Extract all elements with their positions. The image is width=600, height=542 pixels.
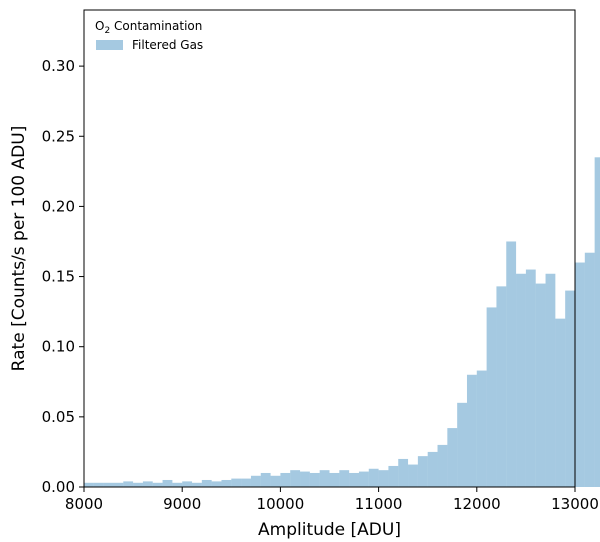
- y-tick-label: 0.30: [42, 57, 75, 75]
- legend-title-prefix: O: [95, 19, 104, 33]
- histogram-bar: [241, 478, 251, 487]
- histogram-bar: [575, 262, 585, 487]
- y-axis-title: Rate [Counts/s per 100 ADU]: [9, 126, 29, 372]
- histogram-bar: [211, 481, 222, 487]
- legend-title: O2 Contamination: [95, 19, 202, 36]
- histogram-bar: [280, 472, 291, 487]
- histogram-bar: [437, 444, 448, 487]
- x-tick-label: 10000: [257, 495, 305, 513]
- histogram-bar: [84, 482, 94, 487]
- histogram-bar: [466, 374, 477, 487]
- legend: O2 Contamination Filtered Gas: [95, 19, 203, 52]
- histogram-bar: [496, 286, 507, 487]
- histogram-bar: [172, 482, 183, 487]
- histogram-bar: [457, 402, 467, 487]
- histogram-bar: [290, 470, 301, 487]
- histogram-bar: [309, 472, 320, 487]
- histogram-bar: [192, 482, 202, 487]
- x-tick-label: 9000: [163, 495, 201, 513]
- histogram-bar: [486, 307, 497, 487]
- histogram-bar: [476, 370, 487, 487]
- x-tick-label: 13000: [551, 495, 599, 513]
- histogram-bar: [300, 471, 310, 487]
- histogram-bar: [142, 481, 153, 487]
- histogram-bar: [447, 428, 458, 487]
- histogram-bar: [555, 318, 566, 487]
- histogram-bar: [270, 475, 281, 487]
- y-tick-label: 0.00: [42, 478, 75, 496]
- x-axis-title: Amplitude [ADU]: [258, 520, 401, 540]
- histogram-bar: [427, 451, 438, 487]
- histogram-bar: [358, 471, 369, 487]
- histogram-bar: [93, 482, 104, 487]
- histogram-bar: [339, 470, 350, 487]
- histogram-bar: [152, 482, 163, 487]
- histogram-bar: [201, 479, 212, 487]
- histogram-bar: [516, 273, 526, 487]
- histogram-bar: [123, 481, 134, 487]
- plot-area: [84, 157, 600, 487]
- histogram-bar: [113, 482, 124, 487]
- y-tick-label: 0.10: [42, 338, 75, 356]
- x-tick-label: 12000: [453, 495, 501, 513]
- legend-swatch: [96, 40, 123, 50]
- histogram-bar: [506, 241, 517, 487]
- histogram-bar: [545, 273, 556, 487]
- y-tick-label: 0.05: [42, 408, 75, 426]
- histogram-bar: [594, 157, 600, 487]
- histogram-bar: [231, 478, 242, 487]
- histogram-bar: [565, 290, 575, 487]
- legend-title-suffix: Contamination: [110, 19, 202, 33]
- histogram-bar: [417, 456, 428, 487]
- histogram-bar: [250, 475, 261, 487]
- plot-frame: [83, 9, 576, 488]
- histogram-bar: [388, 465, 399, 487]
- histogram-bar: [103, 482, 114, 487]
- legend-title-subscript: 2: [104, 26, 110, 36]
- y-tick-label: 0.15: [42, 268, 75, 286]
- x-axis: 8000 9000 10000 11000 12000 13000: [65, 487, 599, 513]
- y-axis: 0.00 0.05 0.10 0.15 0.20 0.25 0.30: [42, 57, 84, 496]
- y-tick-label: 0.20: [42, 197, 75, 215]
- histogram-bar: [525, 269, 536, 487]
- histogram-bar: [319, 470, 330, 487]
- histogram-bar: [368, 468, 379, 487]
- histogram-bar: [329, 472, 340, 487]
- histogram-bar: [260, 472, 271, 487]
- x-tick-label: 8000: [65, 495, 103, 513]
- histogram-bar: [162, 479, 173, 487]
- histogram-bar: [349, 472, 359, 487]
- x-tick-label: 11000: [355, 495, 403, 513]
- histogram-bar: [408, 464, 418, 487]
- histogram-bar: [535, 283, 546, 487]
- histogram-bar: [584, 252, 595, 487]
- histogram-bar: [182, 481, 193, 487]
- y-tick-label: 0.25: [42, 127, 75, 145]
- histogram-bar: [133, 482, 143, 487]
- histogram-bar: [221, 479, 232, 487]
- histogram-bar: [378, 470, 389, 487]
- histogram-bar: [398, 458, 409, 487]
- legend-label: Filtered Gas: [132, 38, 203, 52]
